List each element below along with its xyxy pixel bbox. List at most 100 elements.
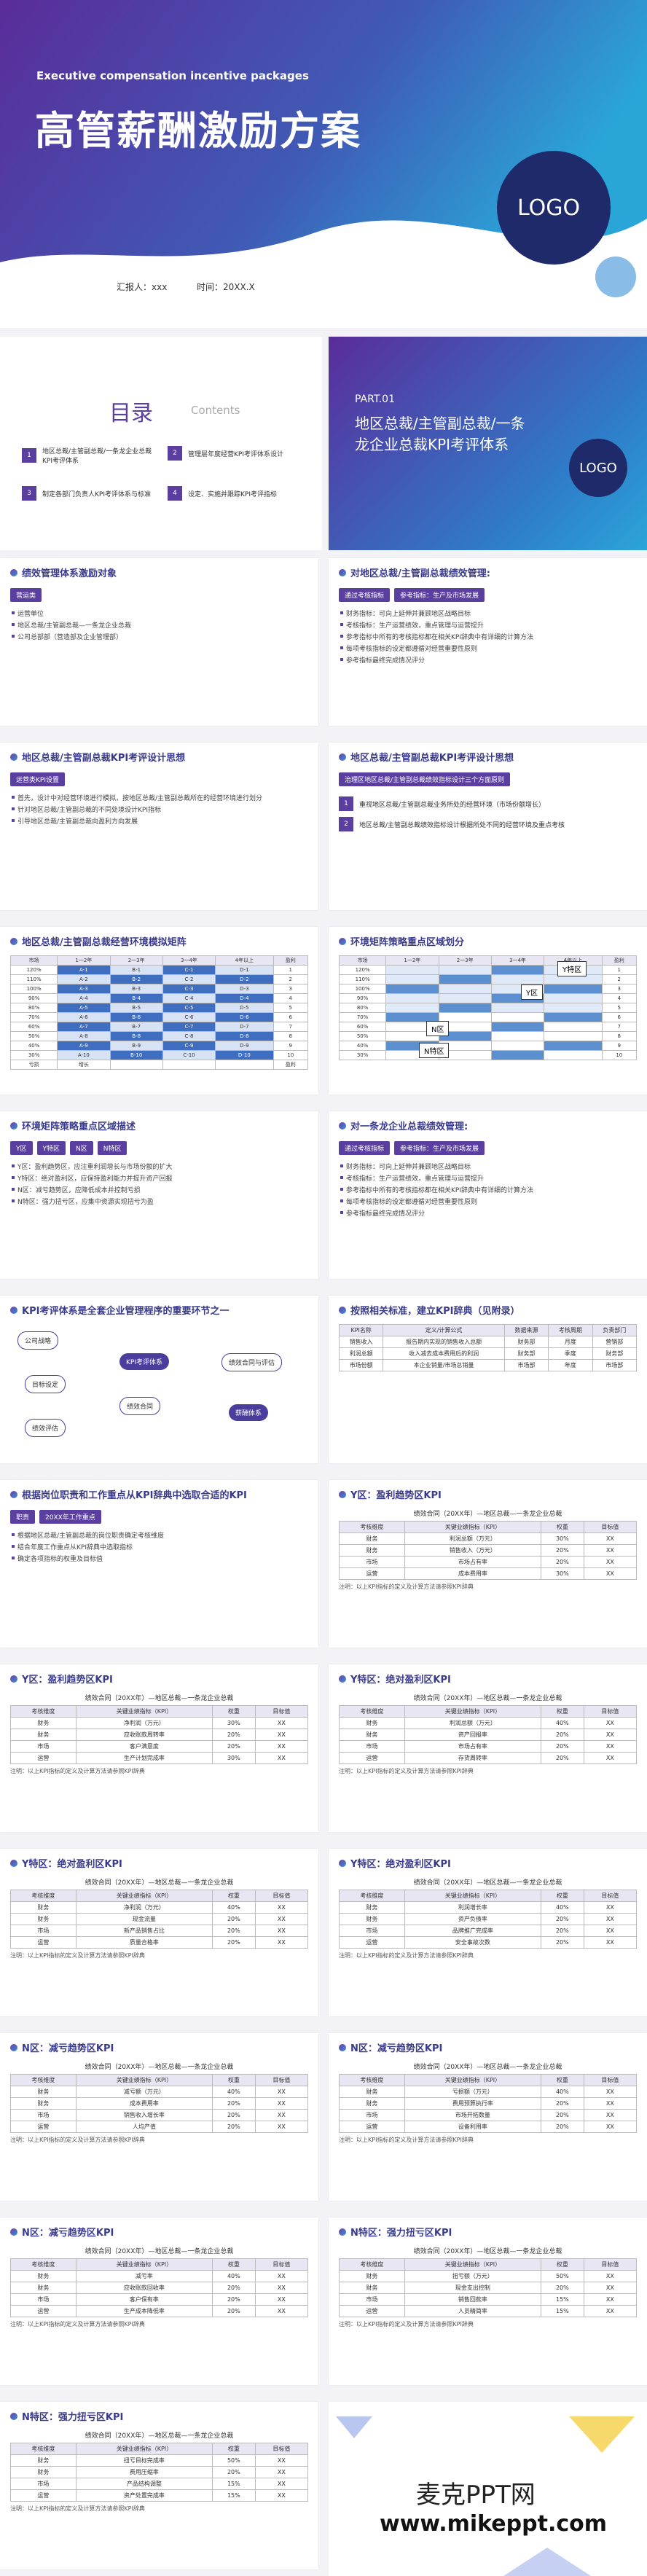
matrix-cell: 5 xyxy=(601,1003,638,1013)
table-cell: XX xyxy=(254,2293,309,2306)
table-cell: XX xyxy=(583,2270,638,2282)
toc-num: 4 xyxy=(168,486,182,501)
matrix-row: 50% A-8 B-8 C-8 D-8 8 xyxy=(9,1031,309,1041)
table-cell: 设备利用率 xyxy=(404,2121,542,2133)
matrix-cell xyxy=(438,1041,492,1051)
table-cell: 净利润（万元） xyxy=(75,1901,213,1914)
table-row: 市场 市场占有率 20% XX xyxy=(339,1740,638,1753)
slide-title: 地区总裁/主管副总裁KPI考评设计思想 xyxy=(339,750,637,764)
matrix-foot: 增长 xyxy=(57,1060,111,1070)
bullet: 财务指标：可向上延伸并兼顾地区战略目标 xyxy=(340,1162,637,1171)
table-cell: 15% xyxy=(212,2489,256,2502)
matrix-cell xyxy=(438,1050,492,1060)
table-note: 注明：以上KPI指标的定义及计算方法请参照KPI辞典 xyxy=(339,1768,474,1774)
part-title: 地区总裁/主管副总裁/一条龙企业总裁KPI考评体系 xyxy=(355,415,525,453)
matrix-cell: D-10 xyxy=(215,1050,274,1060)
table-cell: 20% xyxy=(212,2097,256,2110)
bullet: 公司总部部（营造部及企业管理部） xyxy=(12,632,308,641)
header-row: 考核维度 关键业绩指标（KPI） 权重 目标值 xyxy=(10,1890,309,1902)
table-cell: 品牌推广完成率 xyxy=(404,1925,542,1937)
matrix-cell: A-4 xyxy=(57,993,111,1003)
table-cell: 财务 xyxy=(339,2086,405,2098)
table-cell: 利润总额 xyxy=(338,1347,384,1360)
table-row: 运营 资产处置完成率 15% XX xyxy=(10,2489,309,2502)
matrix-head: 3一4年 xyxy=(162,955,216,966)
table-cell: XX xyxy=(583,1901,638,1914)
matrix-row: 30% A-10 B-10 C-10 D-10 10 xyxy=(9,1050,309,1060)
matrix-row: 50% 8 xyxy=(338,1031,638,1041)
matrix-cell: 4 xyxy=(601,993,638,1003)
table-cell: 应收账款回收率 xyxy=(75,2282,213,2294)
table-cell: XX xyxy=(254,2305,309,2317)
tag: 参考指标：生产及市场发展 xyxy=(394,588,485,602)
table-row: 财务 净利润（万元） 40% XX xyxy=(10,1901,309,1914)
matrix-cell: 80% xyxy=(338,1003,387,1013)
matrix: 市场 1一2年 2一3年 3一4年 4年以上 盈利 120% 1 110% 2 100% 3 90% 4 8… xyxy=(338,955,638,1060)
matrix-cell: A-9 xyxy=(57,1041,111,1051)
table-row: 财务 应收账款回收率 20% XX xyxy=(10,2282,309,2294)
matrix-cell xyxy=(544,1022,603,1032)
table-cell: 20% xyxy=(541,1752,584,1764)
table-note: 注明：以上KPI指标的定义及计算方法请参照KPI辞典 xyxy=(10,1768,145,1774)
table-cell: 市场占有率 xyxy=(404,1740,542,1753)
zone-label: Y区 xyxy=(521,984,544,1000)
matrix-cell: 9 xyxy=(601,1041,638,1051)
table-cell: XX xyxy=(254,2270,309,2282)
header-cell: 考核维度 xyxy=(339,2258,405,2271)
table-row: 财务 利润总额（万元） 40% XX xyxy=(339,1717,638,1729)
header-cell: 权重 xyxy=(212,1705,256,1718)
slide: N区：减亏趋势区KPI 绩效合同（20XX年）—地区总裁—一条龙企业总裁 考核维度关… xyxy=(0,2033,318,2201)
tag: 参考指标：生产及市场发展 xyxy=(394,1141,485,1155)
table-note: 注明：以上KPI指标的定义及计算方法请参照KPI辞典 xyxy=(339,1952,474,1959)
matrix-cell xyxy=(385,993,439,1003)
matrix-cell: 7 xyxy=(601,1022,638,1032)
table-row: 财务 减亏额（万元） 40% XX xyxy=(10,2086,309,2098)
contents-title: 目录 xyxy=(109,401,153,426)
header-cell: 考核周期 xyxy=(548,1324,593,1336)
matrix-head: 盈利 xyxy=(272,955,309,966)
toc-text: 管理层年度经营KPI考评体系设计 xyxy=(188,450,283,458)
header-cell: 考核维度 xyxy=(10,2074,77,2086)
table-caption: 绩效合同（20XX年）—地区总裁—一条龙企业总裁 xyxy=(413,1511,562,1518)
table-row: 市场 市场开拓数量 20% XX xyxy=(339,2109,638,2121)
table-cell: 50% xyxy=(212,2454,256,2467)
toc-num: 1 xyxy=(22,448,36,463)
slide: Y区：盈利趋势区KPI 绩效合同（20XX年）—地区总裁—一条龙企业总裁 考核维度关… xyxy=(329,1480,647,1648)
bullet: Y区：盈利趋势区，应注重利润增长与市场份额的扩大 xyxy=(12,1162,308,1171)
watermark-slide: 麦克PPT网 www.mikeppt.com xyxy=(329,2402,647,2576)
table-row: 财务 销售收入（万元） 20% XX xyxy=(339,1544,638,1557)
table-cell: 30% xyxy=(212,1752,256,1764)
matrix-cell: B-2 xyxy=(109,974,163,984)
table-row: 财务 现金流量 20% XX xyxy=(10,1913,309,1925)
matrix-cell xyxy=(438,1003,492,1013)
header-row: 考核维度 关键业绩指标（KPI） 权重 目标值 xyxy=(339,1890,638,1902)
table-cell: 20% xyxy=(212,1740,256,1753)
slide-title: Y特区：绝对盈利区KPI xyxy=(339,1856,637,1870)
header-cell: 目标值 xyxy=(254,1890,309,1902)
header-cell: 权重 xyxy=(541,1521,584,1533)
cover-logo: LOGO xyxy=(517,195,581,221)
watermark-name: 麦克PPT网 xyxy=(416,2481,536,2510)
matrix-row: 60% A-7 B-7 C-7 D-7 7 xyxy=(9,1022,309,1032)
table-cell: 现金流量 xyxy=(75,1913,213,1925)
table-cell: 20% xyxy=(541,2282,584,2294)
table-cell: XX xyxy=(583,2097,638,2110)
table-cell: 运营 xyxy=(10,1936,77,1949)
matrix-cell: D-8 xyxy=(215,1031,274,1041)
matrix-row: 40% 9 xyxy=(338,1041,638,1051)
table-row: 市场份额 本企业销量/市场总销量 市场部 年度 市场部 xyxy=(338,1359,638,1371)
header-row: 考核维度 关键业绩指标（KPI） 权重 目标值 xyxy=(10,1705,309,1718)
matrix-row: 110% A-2 B-2 C-2 D-2 2 xyxy=(9,974,309,984)
matrix-cell xyxy=(544,1003,603,1013)
matrix-row: 80% 5 xyxy=(338,1003,638,1013)
matrix-cell xyxy=(544,984,603,994)
kpi-table: KPI名称 定义/计算公式 数据来源 考核周期 负责部门 销售收入 报告期内实现的销售收入总… xyxy=(338,1324,638,1371)
kpi-table: 考核维度 关键业绩指标（KPI） 权重 目标值 财务 亏损额（万元） 40% XX 财务 费用预算… xyxy=(339,2074,638,2133)
slide: N区：减亏趋势区KPI 绩效合同（20XX年）—地区总裁—一条龙企业总裁 考核维度关… xyxy=(0,2217,318,2385)
header-cell: 权重 xyxy=(541,1890,584,1902)
header-cell: 关键业绩指标（KPI） xyxy=(75,1705,213,1718)
slide: 绩效管理体系激励对象 营运类 运营单位 地区总裁/主管副总裁—一条龙企业总裁 公司总部部… xyxy=(0,558,318,726)
matrix-cell: 6 xyxy=(601,1012,638,1022)
table-cell: XX xyxy=(254,2282,309,2294)
matrix-head: 1一2年 xyxy=(385,955,439,966)
